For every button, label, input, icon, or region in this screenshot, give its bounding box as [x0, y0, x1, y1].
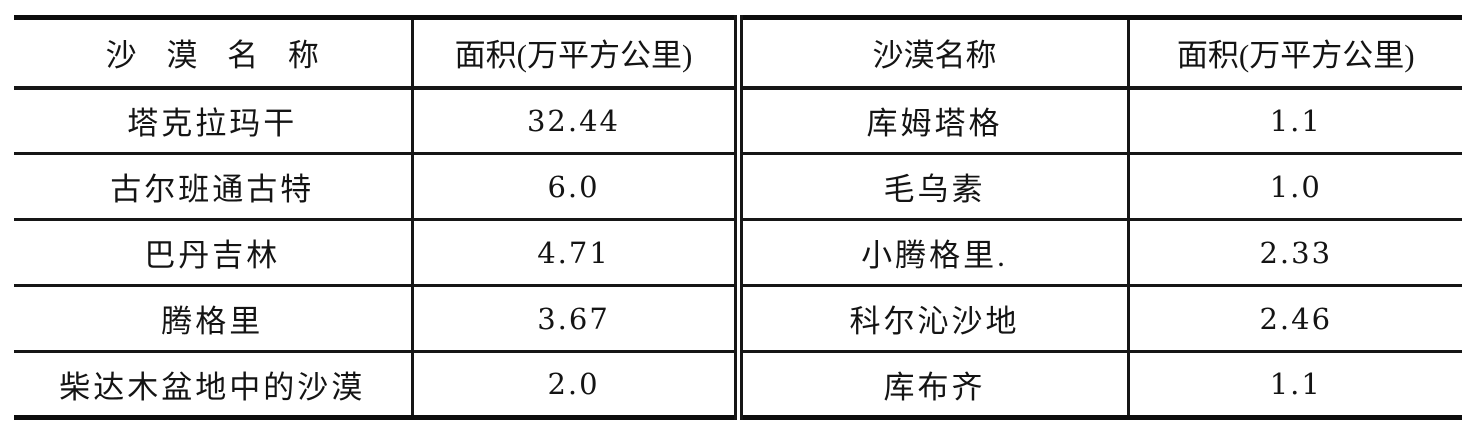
desert-name-cell: 毛乌素: [738, 152, 1130, 220]
desert-name-cell: 塔克拉玛干: [14, 86, 414, 154]
area-value-cell: 32.44: [412, 86, 743, 154]
area-value-cell: 6.0: [412, 152, 743, 220]
desert-area-table: 沙 漠 名 称 面积(万平方公里) 沙漠名称 面积(万平方公里) 塔克拉玛干 3…: [14, 15, 1462, 420]
desert-name-cell: 腾格里: [14, 284, 414, 352]
area-value-cell: 3.67: [412, 284, 743, 352]
desert-name-cell: 科尔沁沙地: [738, 284, 1130, 352]
table-row: 柴达木盆地中的沙漠 2.0 库布齐 1.1: [14, 350, 1462, 418]
header-area-left: 面积(万平方公里): [412, 16, 743, 90]
desert-name-cell: 巴丹吉林: [14, 218, 414, 286]
area-value-cell: 2.0: [412, 350, 743, 418]
desert-name-cell: 小腾格里.: [738, 218, 1130, 286]
desert-name-cell: 库布齐: [738, 350, 1130, 418]
table-row: 腾格里 3.67 科尔沁沙地 2.46: [14, 284, 1462, 352]
desert-name-cell: 库姆塔格: [738, 86, 1130, 154]
table-header-row: 沙 漠 名 称 面积(万平方公里) 沙漠名称 面积(万平方公里): [14, 16, 1462, 90]
header-area-right: 面积(万平方公里): [1128, 16, 1462, 90]
area-value-cell: 1.0: [1128, 152, 1462, 220]
area-value-cell: 1.1: [1128, 350, 1462, 418]
header-desert-name-left: 沙 漠 名 称: [14, 16, 414, 90]
area-value-cell: 4.71: [412, 218, 743, 286]
desert-name-cell: 柴达木盆地中的沙漠: [14, 350, 414, 418]
table-row: 塔克拉玛干 32.44 库姆塔格 1.1: [14, 86, 1462, 154]
header-desert-name-right: 沙漠名称: [738, 16, 1130, 90]
area-value-cell: 2.46: [1128, 284, 1462, 352]
table-row: 巴丹吉林 4.71 小腾格里. 2.33: [14, 218, 1462, 286]
table-row: 古尔班通古特 6.0 毛乌素 1.0: [14, 152, 1462, 220]
area-value-cell: 1.1: [1128, 86, 1462, 154]
desert-name-cell: 古尔班通古特: [14, 152, 414, 220]
area-value-cell: 2.33: [1128, 218, 1462, 286]
